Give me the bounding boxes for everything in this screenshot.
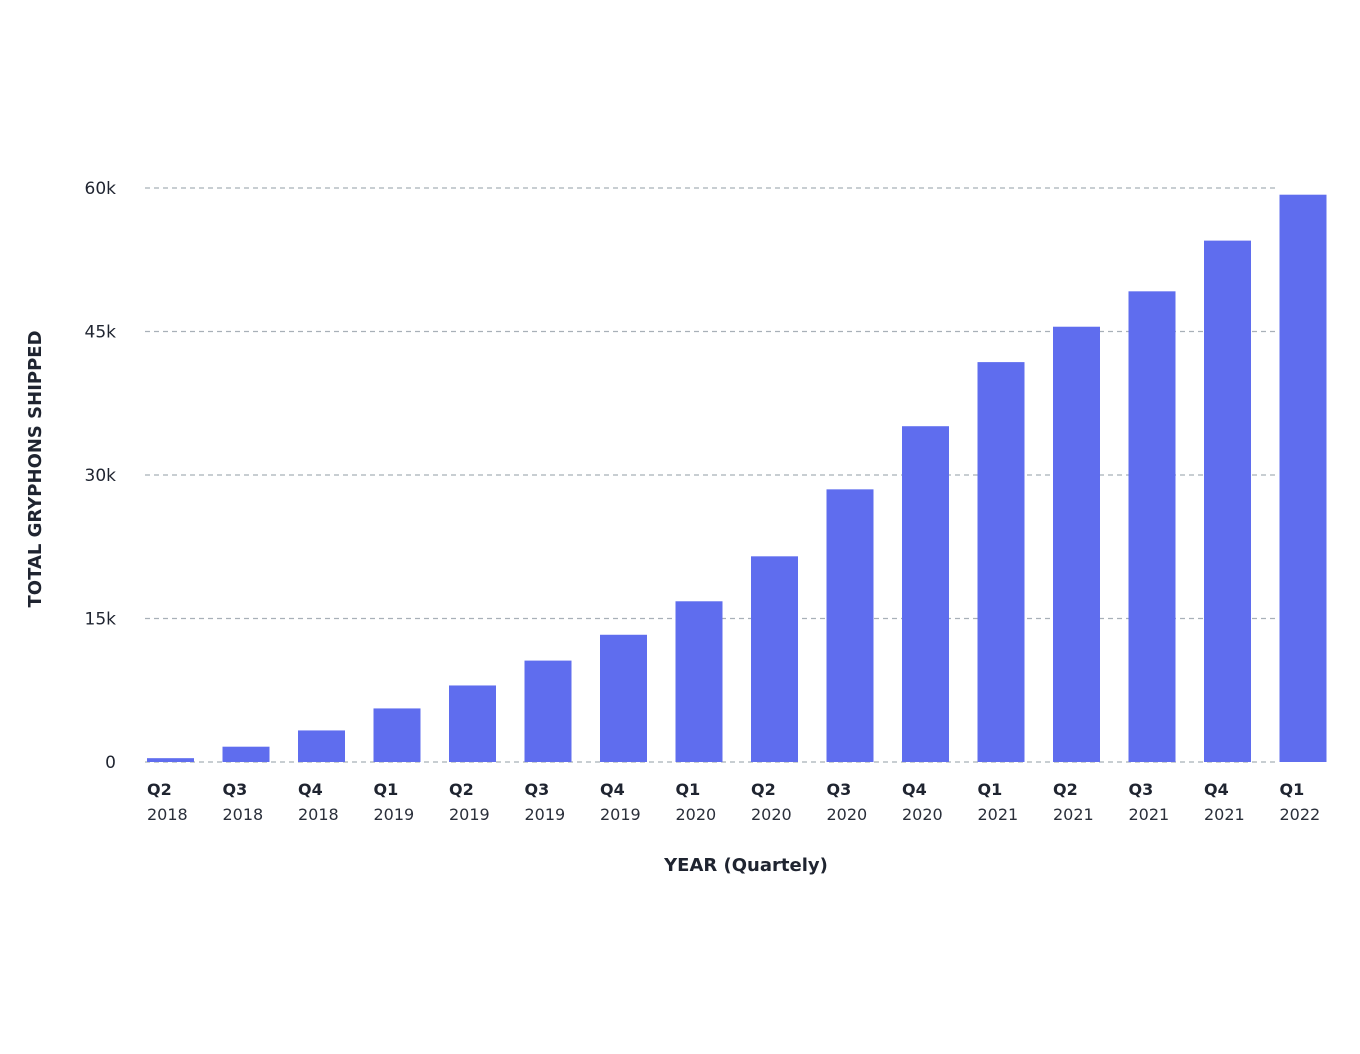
x-tick-quarter-label: Q4 bbox=[1204, 780, 1229, 799]
y-tick-label: 15k bbox=[85, 610, 117, 630]
y-axis-ticks: 0 15k 30k 45k 60k bbox=[85, 179, 117, 773]
bar bbox=[751, 556, 798, 762]
x-tick-year-label: 2019 bbox=[449, 805, 490, 824]
x-tick-year-label: 2021 bbox=[1053, 805, 1094, 824]
x-tick-year-label: 2021 bbox=[1129, 805, 1170, 824]
x-tick-quarter-label: Q1 bbox=[978, 780, 1003, 799]
x-axis-ticks: Q2 2018 Q3 2018 Q4 2018 Q1 2019 Q2 2019 Q3 2019 Q4 20… bbox=[147, 780, 1320, 824]
x-tick-year-label: 2021 bbox=[1204, 805, 1245, 824]
bar bbox=[977, 362, 1025, 762]
bar bbox=[222, 746, 270, 762]
x-tick-quarter-label: Q1 bbox=[374, 780, 399, 799]
x-tick-quarter-label: Q4 bbox=[600, 780, 625, 799]
x-tick-quarter-label: Q3 bbox=[223, 780, 248, 799]
x-tick-quarter-label: Q2 bbox=[751, 780, 776, 799]
x-tick-quarter-label: Q1 bbox=[1280, 780, 1305, 799]
y-tick-label: 30k bbox=[85, 466, 117, 486]
bar bbox=[902, 426, 949, 762]
x-tick-quarter-label: Q3 bbox=[525, 780, 550, 799]
bars bbox=[147, 194, 1327, 763]
x-tick-year-label: 2020 bbox=[751, 805, 792, 824]
y-tick-label: 60k bbox=[85, 179, 117, 199]
y-tick-label: 0 bbox=[105, 753, 116, 773]
bar bbox=[826, 489, 874, 762]
bar bbox=[524, 660, 572, 762]
x-tick-quarter-label: Q4 bbox=[902, 780, 927, 799]
bar bbox=[298, 730, 345, 762]
x-tick-quarter-label: Q1 bbox=[676, 780, 701, 799]
bar bbox=[1128, 291, 1176, 762]
x-tick-quarter-label: Q4 bbox=[298, 780, 323, 799]
y-axis-title: TOTAL GRYPHONS SHIPPED bbox=[25, 330, 46, 607]
x-tick-year-label: 2021 bbox=[978, 805, 1019, 824]
x-tick-year-label: 2019 bbox=[374, 805, 415, 824]
x-tick-year-label: 2020 bbox=[676, 805, 717, 824]
x-tick-year-label: 2018 bbox=[223, 805, 264, 824]
bar bbox=[1279, 194, 1327, 763]
x-tick-quarter-label: Q2 bbox=[449, 780, 474, 799]
x-axis-title: YEAR (Quartely) bbox=[663, 855, 828, 876]
bar bbox=[600, 634, 647, 762]
bar bbox=[147, 758, 194, 762]
y-tick-label: 45k bbox=[85, 323, 117, 343]
x-tick-year-label: 2018 bbox=[298, 805, 339, 824]
x-tick-quarter-label: Q3 bbox=[1129, 780, 1154, 799]
x-tick-year-label: 2019 bbox=[525, 805, 566, 824]
x-tick-year-label: 2020 bbox=[827, 805, 868, 824]
x-tick-quarter-label: Q2 bbox=[1053, 780, 1078, 799]
x-tick-year-label: 2020 bbox=[902, 805, 943, 824]
bar bbox=[1053, 326, 1100, 762]
x-tick-quarter-label: Q2 bbox=[147, 780, 172, 799]
bar bbox=[675, 601, 723, 762]
x-tick-quarter-label: Q3 bbox=[827, 780, 852, 799]
x-tick-year-label: 2019 bbox=[600, 805, 641, 824]
bar bbox=[373, 708, 421, 762]
bar bbox=[1204, 240, 1251, 762]
x-tick-year-label: 2022 bbox=[1280, 805, 1321, 824]
bar bbox=[449, 685, 496, 762]
x-tick-year-label: 2018 bbox=[147, 805, 188, 824]
